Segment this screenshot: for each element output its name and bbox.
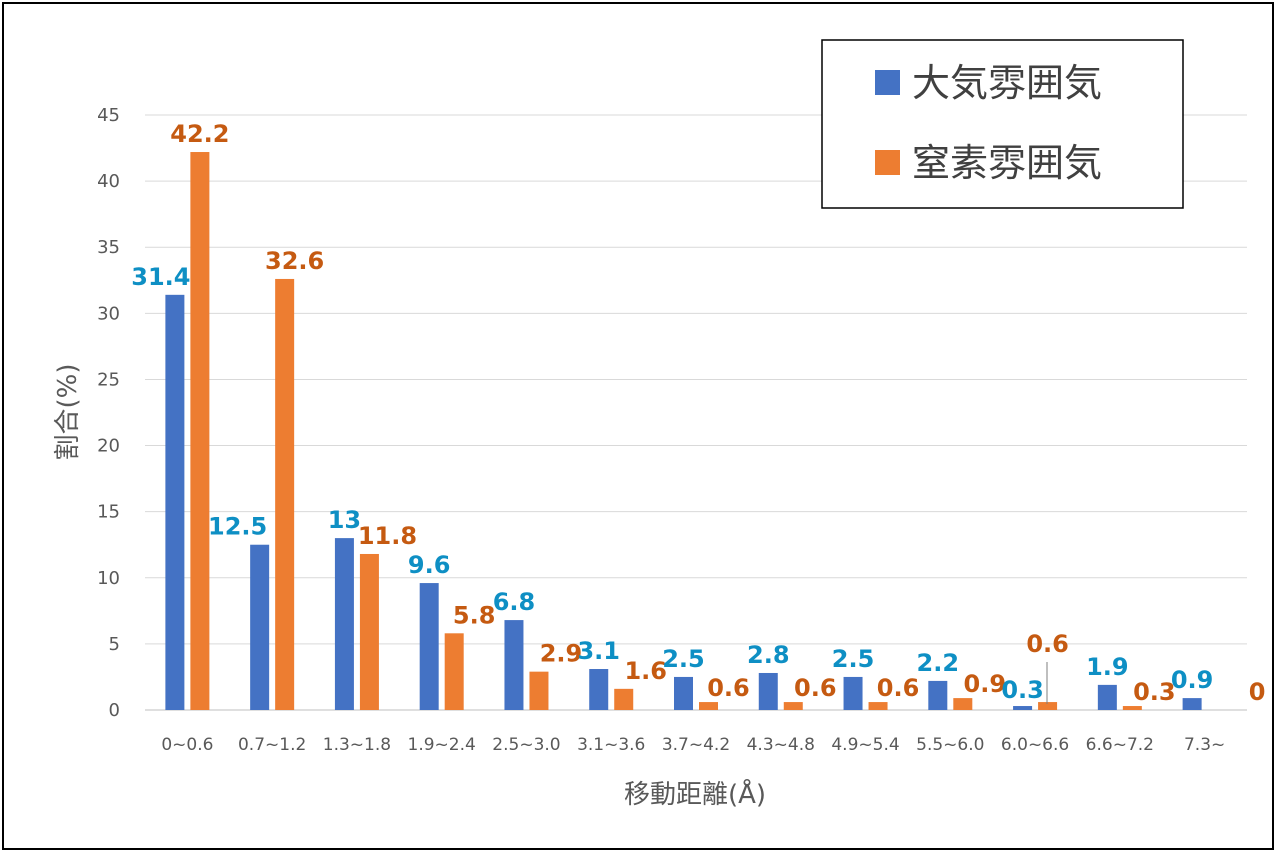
bar-air bbox=[504, 620, 524, 710]
bar-nitrogen bbox=[359, 553, 379, 710]
data-label-nitrogen: 0 bbox=[1249, 678, 1266, 706]
bar-air bbox=[843, 676, 863, 710]
x-tick-label: 5.5~6.0 bbox=[916, 735, 984, 755]
bar-nitrogen bbox=[444, 633, 464, 710]
data-label-air: 9.6 bbox=[408, 551, 451, 579]
legend-box bbox=[821, 39, 1184, 209]
data-label-air: 31.4 bbox=[131, 263, 190, 291]
data-label-nitrogen: 0.6 bbox=[877, 674, 920, 702]
data-label-air: 2.5 bbox=[832, 645, 875, 673]
bar-air bbox=[250, 544, 270, 710]
data-label-air: 1.9 bbox=[1086, 653, 1129, 681]
x-tick-label: 4.3~4.8 bbox=[747, 735, 815, 755]
bar-air bbox=[589, 669, 609, 710]
x-tick-label: 3.7~4.2 bbox=[662, 735, 730, 755]
bar-air bbox=[758, 672, 778, 710]
data-label-nitrogen: 5.8 bbox=[453, 601, 496, 629]
legend-label-nitrogen: 窒素雰囲気 bbox=[912, 141, 1102, 185]
data-label-air: 0.3 bbox=[1001, 676, 1044, 704]
data-label-nitrogen: 32.6 bbox=[265, 247, 324, 275]
data-label-air: 12.5 bbox=[208, 513, 267, 541]
y-tick-label: 15 bbox=[97, 502, 120, 523]
y-tick-label: 20 bbox=[97, 436, 120, 457]
y-tick-label: 25 bbox=[97, 369, 120, 390]
data-label-air: 0.9 bbox=[1171, 666, 1214, 694]
bar-air bbox=[1013, 706, 1033, 710]
x-tick-label: 7.3~ bbox=[1184, 735, 1225, 755]
x-axis-title: 移動距離(Å) bbox=[624, 778, 766, 810]
bar-nitrogen bbox=[868, 702, 888, 710]
gridlines bbox=[145, 114, 1247, 711]
legend-swatch-nitrogen bbox=[875, 150, 900, 175]
data-label-nitrogen: 42.2 bbox=[170, 120, 229, 148]
x-tick-label: 0~0.6 bbox=[161, 735, 213, 755]
bar-nitrogen bbox=[529, 671, 549, 710]
data-label-nitrogen: 0.6 bbox=[707, 674, 750, 702]
x-tick-label: 1.3~1.8 bbox=[323, 735, 391, 755]
y-tick-label: 5 bbox=[109, 634, 120, 655]
bar-nitrogen bbox=[953, 698, 973, 710]
data-label-air: 3.1 bbox=[577, 637, 620, 665]
data-label-nitrogen: 1.6 bbox=[624, 657, 667, 685]
bar-air bbox=[419, 583, 439, 710]
legend-label-air: 大気雰囲気 bbox=[912, 61, 1102, 105]
x-axis-ticks: 0~0.6 0.7~1.2 1.3~1.8 1.9~2.4 2.5~3.0 3.1~3.6… bbox=[161, 735, 1225, 755]
bar-air bbox=[165, 294, 185, 710]
data-label-nitrogen: 0.6 bbox=[794, 674, 837, 702]
x-tick-label: 2.5~3.0 bbox=[492, 735, 560, 755]
y-tick-label: 45 bbox=[97, 105, 120, 126]
data-label-nitrogen: 2.9 bbox=[540, 640, 583, 668]
y-tick-label: 35 bbox=[97, 237, 120, 258]
y-axis-ticks: 0 5 10 15 20 25 30 35 40 45 bbox=[97, 105, 120, 721]
bar-nitrogen bbox=[1038, 702, 1058, 710]
data-label-air: 2.5 bbox=[662, 645, 705, 673]
x-tick-label: 0.7~1.2 bbox=[238, 735, 306, 755]
bar-air bbox=[928, 680, 948, 710]
legend: 大気雰囲気 窒素雰囲気 bbox=[821, 39, 1184, 209]
data-label-nitrogen: 0.9 bbox=[964, 670, 1007, 698]
bar-air bbox=[674, 676, 693, 710]
y-tick-label: 10 bbox=[97, 568, 120, 589]
x-tick-label: 6.0~6.6 bbox=[1001, 735, 1069, 755]
data-label-nitrogen: 0.6 bbox=[1026, 630, 1069, 658]
data-label-air: 13 bbox=[328, 506, 361, 534]
x-tick-label: 6.6~7.2 bbox=[1086, 735, 1154, 755]
bar-nitrogen bbox=[1122, 706, 1142, 710]
bar-nitrogen bbox=[190, 152, 210, 710]
x-tick-label: 3.1~3.6 bbox=[577, 735, 645, 755]
data-label-air: 2.2 bbox=[917, 649, 960, 677]
data-label-nitrogen: 0.3 bbox=[1133, 678, 1176, 706]
y-tick-label: 40 bbox=[97, 171, 120, 192]
bar-air bbox=[334, 538, 354, 710]
bar-nitrogen bbox=[699, 702, 718, 710]
data-label-nitrogen: 11.8 bbox=[358, 522, 417, 550]
y-axis-title: 割合(%) bbox=[53, 364, 83, 461]
y-tick-label: 0 bbox=[109, 700, 120, 721]
x-tick-label: 4.9~5.4 bbox=[831, 735, 899, 755]
x-tick-label: 1.9~2.4 bbox=[408, 735, 476, 755]
y-tick-label: 30 bbox=[97, 303, 120, 324]
data-label-air: 6.8 bbox=[493, 588, 536, 616]
bar-air bbox=[1182, 698, 1202, 710]
bar-air bbox=[1097, 684, 1117, 710]
bar-nitrogen bbox=[614, 688, 634, 710]
bars bbox=[165, 152, 1202, 710]
data-labels: 31.4 42.2 12.5 32.6 1311.89.65.86.82.93.11.6… bbox=[131, 120, 1265, 706]
data-label-air: 2.8 bbox=[747, 641, 790, 669]
bar-nitrogen bbox=[275, 278, 295, 710]
legend-swatch-air bbox=[875, 70, 900, 95]
bar-nitrogen bbox=[783, 702, 803, 710]
